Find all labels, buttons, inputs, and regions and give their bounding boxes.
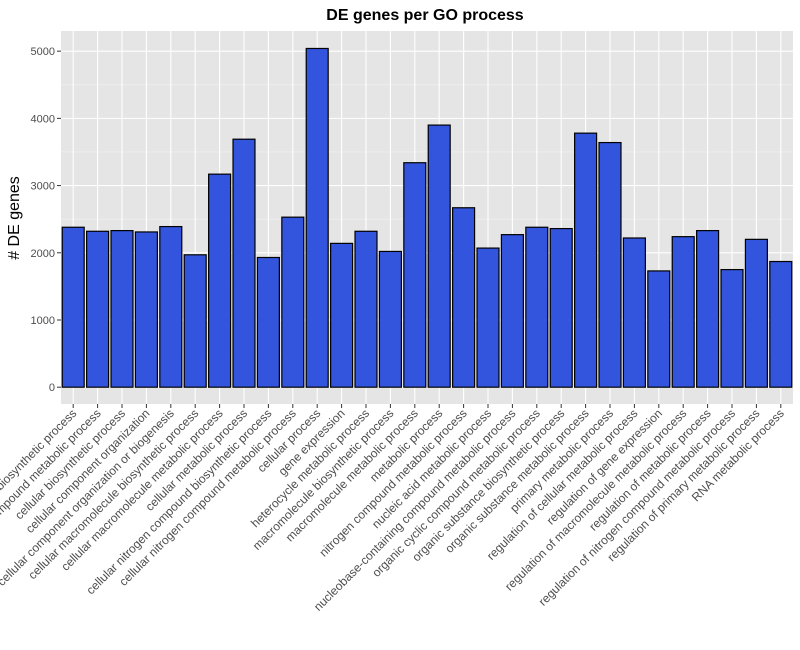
y-tick-label: 1000 bbox=[31, 315, 55, 327]
bar bbox=[622, 237, 646, 388]
bar bbox=[256, 256, 280, 388]
y-tick-label: 5000 bbox=[31, 46, 55, 58]
bar bbox=[647, 270, 671, 388]
bar bbox=[61, 226, 85, 388]
chart-title: DE genes per GO process bbox=[326, 7, 524, 24]
bar bbox=[452, 207, 476, 388]
y-tick-label: 2000 bbox=[31, 248, 55, 260]
bar bbox=[525, 226, 549, 388]
bar bbox=[330, 242, 354, 388]
bar bbox=[159, 225, 183, 388]
plot-panel bbox=[61, 31, 793, 404]
bar bbox=[354, 230, 378, 388]
bar bbox=[744, 238, 768, 388]
bar bbox=[110, 230, 134, 388]
bar bbox=[281, 216, 305, 388]
bar bbox=[598, 141, 622, 388]
bar bbox=[183, 254, 207, 388]
y-tick-label: 3000 bbox=[31, 181, 55, 193]
y-tick-label: 0 bbox=[49, 382, 55, 394]
y-tick-label: 4000 bbox=[31, 113, 55, 125]
bar bbox=[476, 247, 500, 388]
y-axis-label: # DE genes bbox=[6, 176, 23, 260]
bar bbox=[549, 227, 573, 388]
bar bbox=[305, 47, 329, 388]
bar bbox=[86, 230, 110, 388]
bar bbox=[671, 236, 695, 388]
bar bbox=[574, 132, 598, 388]
bar bbox=[403, 162, 427, 388]
bar bbox=[208, 173, 232, 388]
bars-group bbox=[61, 47, 793, 388]
bar bbox=[696, 230, 720, 388]
bar bbox=[720, 268, 744, 388]
bar bbox=[427, 124, 451, 388]
bar bbox=[769, 260, 793, 388]
bar bbox=[134, 231, 158, 388]
y-axis: 0 1000 2000 3000 4000 5000 bbox=[31, 46, 61, 394]
bar bbox=[232, 138, 256, 388]
bar bbox=[500, 234, 524, 388]
bar bbox=[378, 250, 402, 388]
